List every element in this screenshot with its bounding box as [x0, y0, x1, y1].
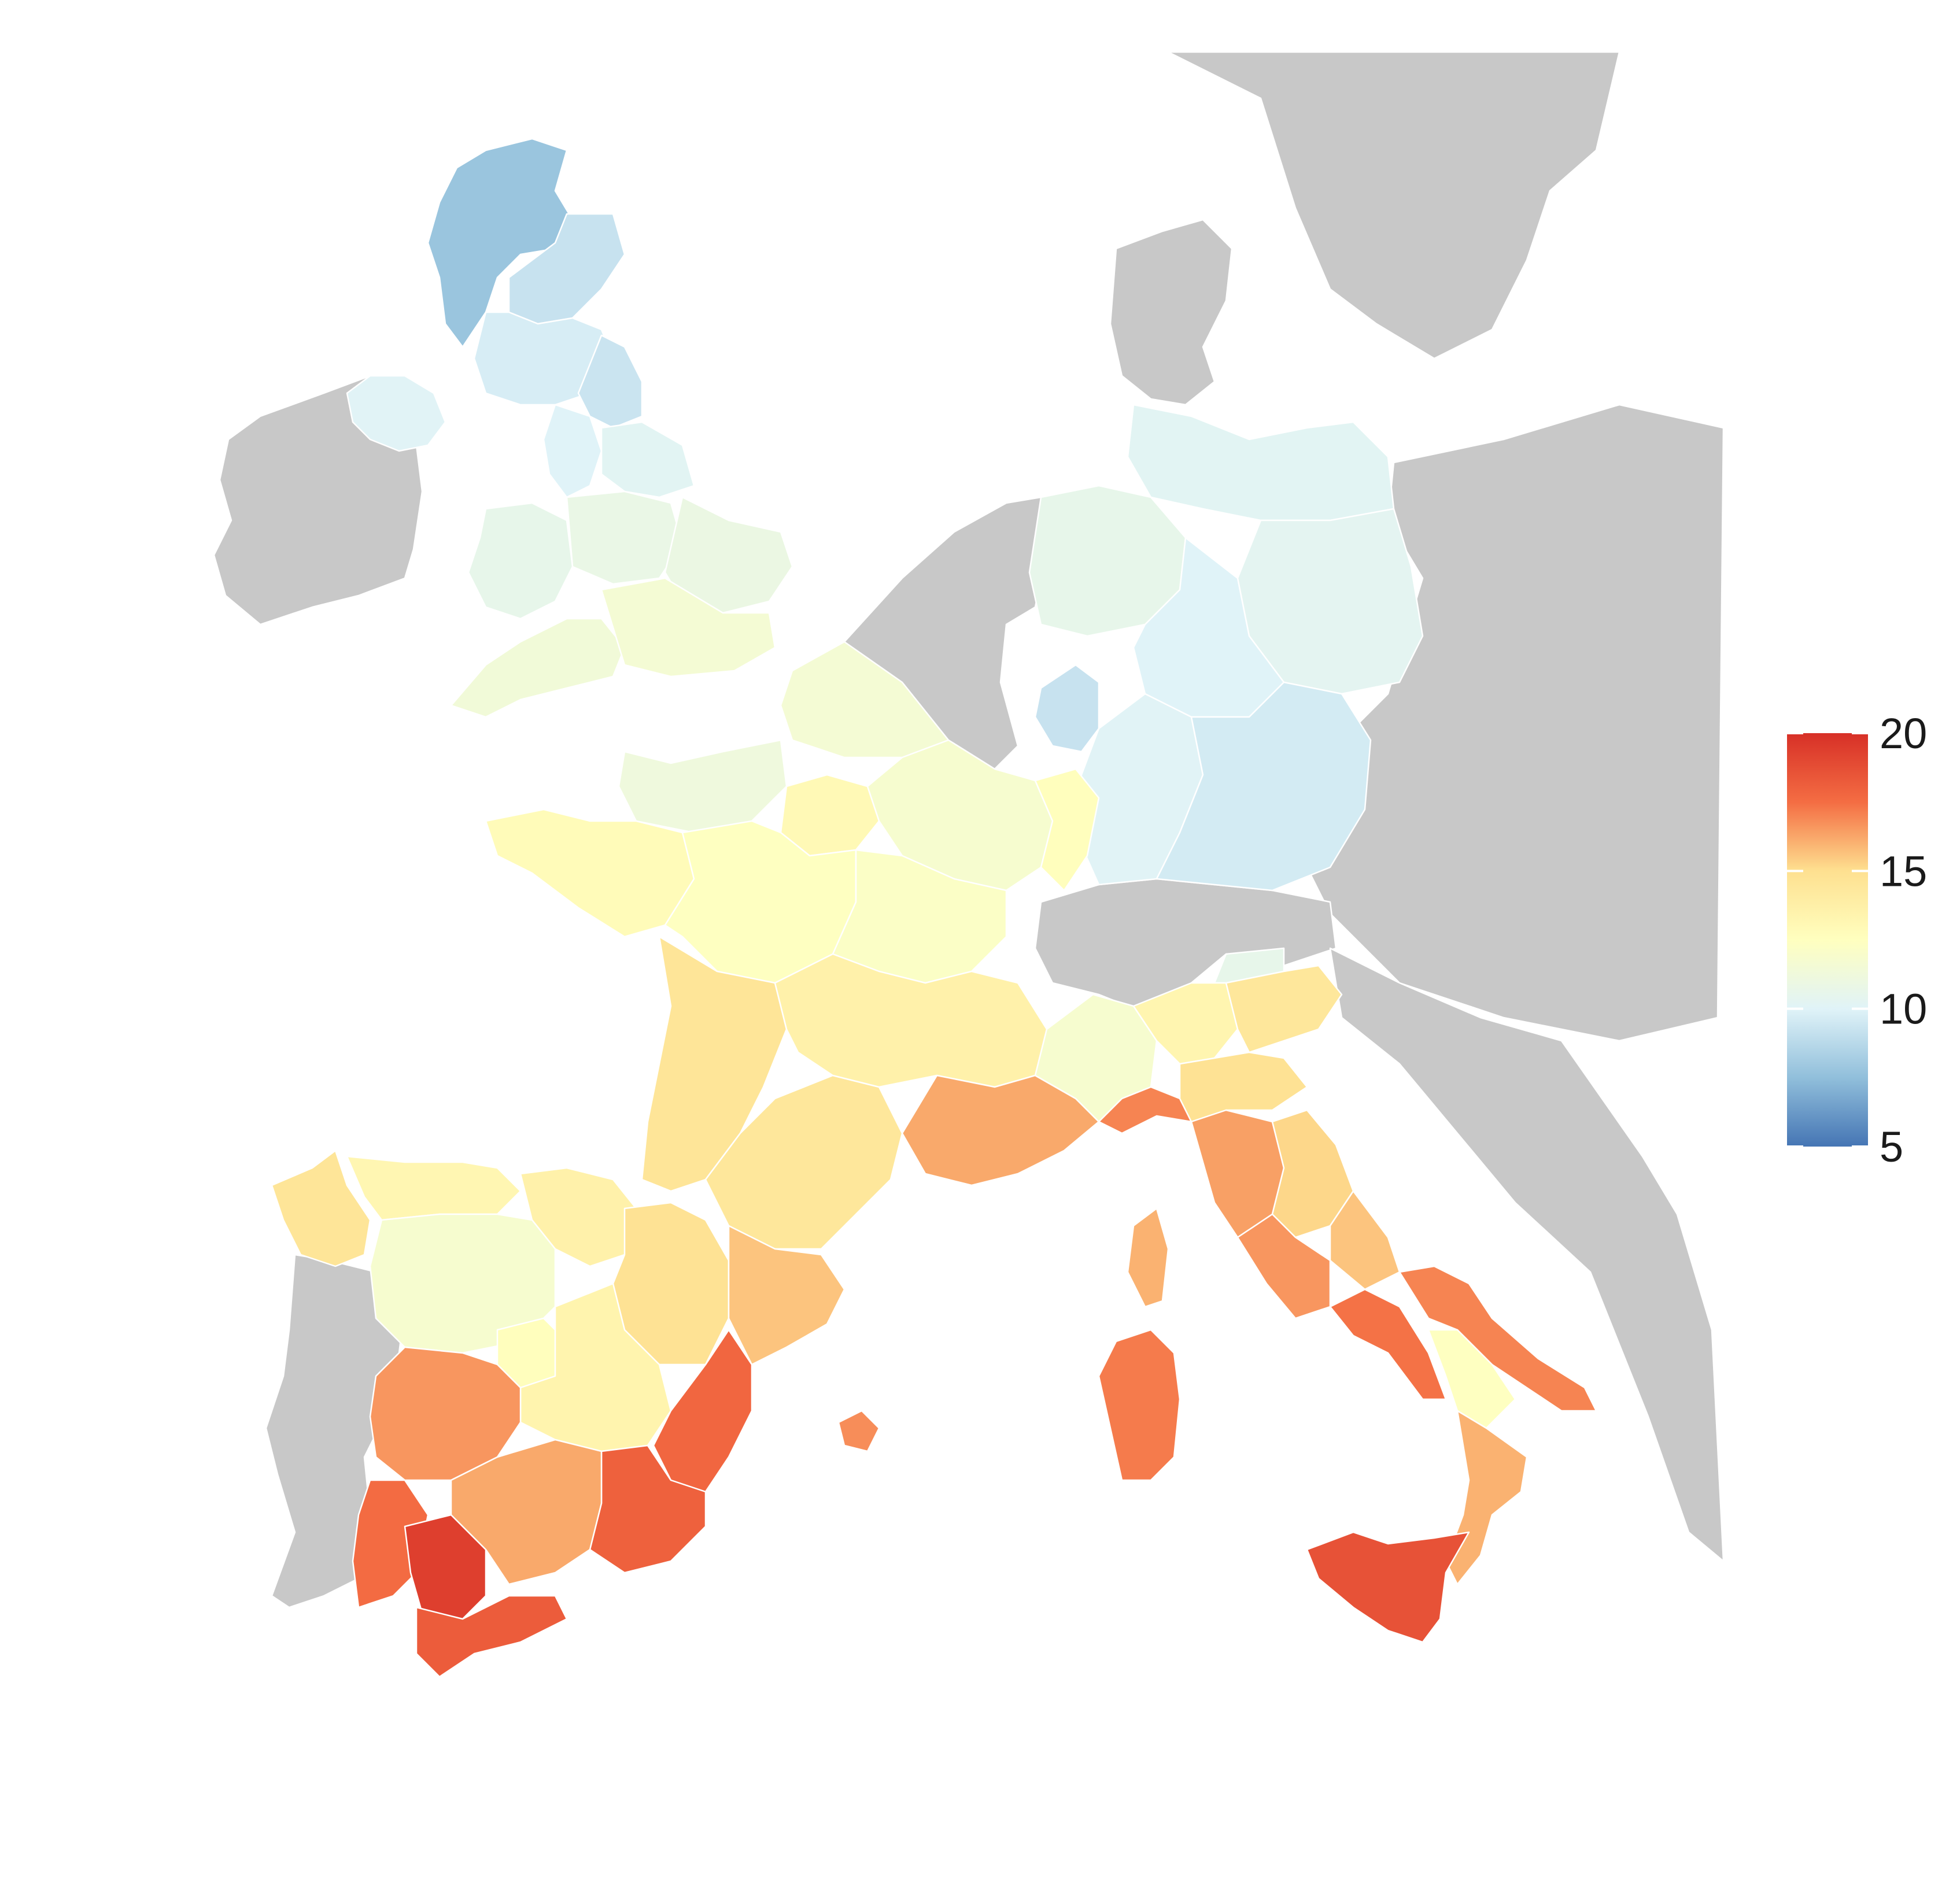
north-east-england [577, 334, 643, 429]
yorkshire [600, 421, 695, 498]
bavaria [1155, 681, 1372, 892]
north-germany [1127, 404, 1395, 522]
emilia-romagna [1179, 1051, 1308, 1123]
wales [467, 502, 574, 620]
south-east-england [600, 577, 776, 678]
cadiz-malaga [415, 1595, 568, 1678]
lombardy [1132, 982, 1239, 1065]
veneto [1225, 964, 1343, 1053]
sardinia [1098, 1329, 1181, 1481]
andalusia-east [450, 1439, 603, 1585]
campania [1329, 1288, 1447, 1400]
extremadura [369, 1346, 522, 1481]
brittany [485, 808, 695, 938]
andalusia-west [352, 1479, 429, 1609]
northern-ireland [346, 375, 446, 452]
scandinavia [965, 51, 1620, 360]
north-scotland [427, 138, 574, 348]
valencia [652, 1329, 753, 1493]
luxembourg-rhineland [1034, 664, 1100, 753]
balearics [837, 1410, 880, 1452]
calabria [1445, 1410, 1528, 1585]
north-west-england [542, 404, 603, 498]
alsace [1034, 768, 1100, 892]
basilicata [1427, 1329, 1516, 1429]
galicia [271, 1149, 371, 1267]
normandy [618, 739, 788, 834]
legend-label-20: 20 [1880, 709, 1927, 757]
data-regions [271, 138, 1597, 1678]
south-west-england [450, 618, 626, 718]
catalonia [728, 1225, 846, 1366]
legend-labels: 20 15 10 5 [1880, 709, 1927, 1171]
denmark [1109, 219, 1233, 406]
legend-label-5: 5 [1880, 1123, 1903, 1171]
sicily [1306, 1531, 1470, 1643]
legend-label-10: 10 [1880, 985, 1927, 1033]
legend-label-15: 15 [1880, 847, 1927, 895]
balkans [1329, 947, 1725, 1562]
color-legend: 20 15 10 5 [1787, 709, 1927, 1171]
asturias-cantabria [346, 1155, 522, 1221]
legend-ticks [1787, 732, 1868, 1148]
legend-colorbar [1787, 733, 1868, 1147]
corsica [1127, 1207, 1169, 1308]
grand-est [866, 739, 1054, 892]
lazio [1236, 1213, 1331, 1319]
